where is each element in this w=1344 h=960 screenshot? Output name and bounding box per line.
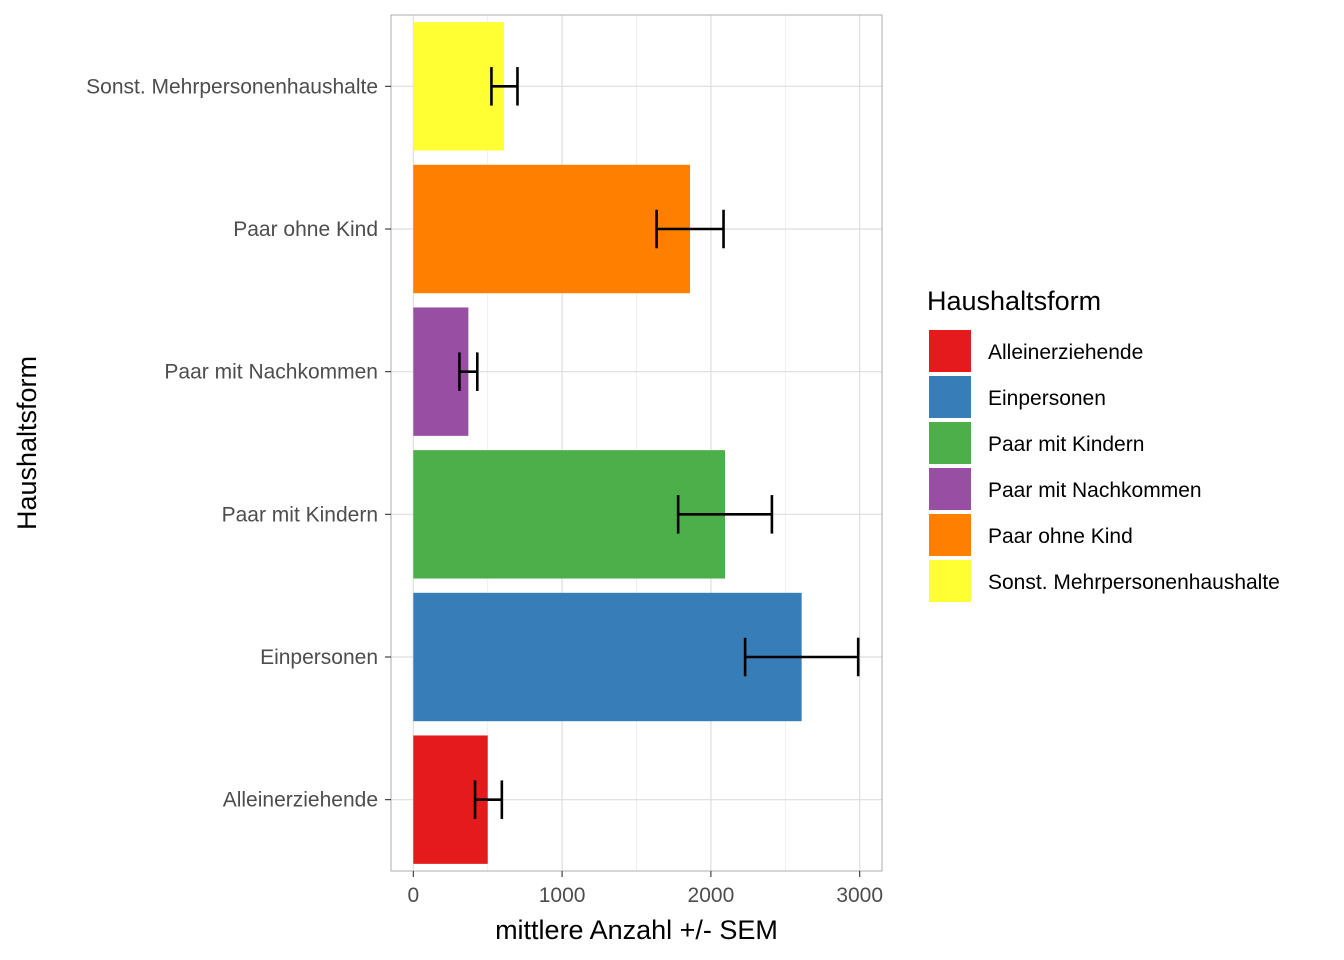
legend-title: Haushaltsform [927, 286, 1101, 316]
errorbar-1 [473, 780, 504, 819]
legend: Haushaltsform Alleinerziehende Einpersone… [927, 286, 1280, 602]
legend-key-1 [929, 330, 971, 372]
bar-2 [413, 592, 802, 722]
x-axis-title: mittlere Anzahl +/- SEM [495, 915, 778, 945]
legend-key-4 [929, 468, 971, 510]
y-tick-label: Alleinerziehende [223, 789, 378, 812]
legend-label-3: Paar mit Kindern [988, 433, 1144, 456]
errorbar-3 [676, 495, 774, 534]
errorbars-layer [458, 67, 860, 819]
errorbar-6 [490, 67, 519, 106]
bar-3 [413, 450, 726, 579]
x-tick-label: 3000 [836, 884, 883, 907]
legend-items: Alleinerziehende Einpersonen Paar mit Kind… [929, 330, 1280, 602]
legend-label-2: Einpersonen [988, 387, 1106, 410]
bar-6 [413, 22, 505, 151]
legend-key-6 [929, 560, 971, 602]
legend-key-3 [929, 422, 971, 464]
y-tick-label: Sonst. Mehrpersonenhaushalte [86, 75, 378, 98]
errorbar-2 [743, 637, 860, 677]
y-tick-label: Paar ohne Kind [233, 218, 378, 241]
x-tick-label: 0 [407, 884, 419, 907]
panel-border [390, 14, 883, 872]
errorbar-4 [458, 352, 479, 391]
y-axis-title: Haushaltsform [12, 356, 42, 530]
legend-label-5: Paar ohne Kind [988, 525, 1133, 548]
legend-key-5 [929, 514, 971, 556]
y-tick-label: Paar mit Kindern [222, 503, 378, 526]
legend-label-4: Paar mit Nachkommen [988, 479, 1202, 502]
bar-5 [413, 164, 691, 294]
y-tick-label: Einpersonen [260, 646, 378, 669]
legend-label-6: Sonst. Mehrpersonenhaushalte [988, 571, 1280, 594]
axes-layer: 0 1000 2000 3000 Alleinerziehende Einpersonen… [86, 75, 883, 907]
y-tick-label: Paar mit Nachkommen [164, 361, 378, 384]
x-tick-label: 1000 [539, 884, 586, 907]
legend-label-1: Alleinerziehende [988, 341, 1143, 364]
legend-key-2 [929, 376, 971, 418]
x-tick-label: 2000 [688, 884, 735, 907]
bars-layer [413, 22, 802, 864]
errorbar-5 [655, 209, 725, 249]
